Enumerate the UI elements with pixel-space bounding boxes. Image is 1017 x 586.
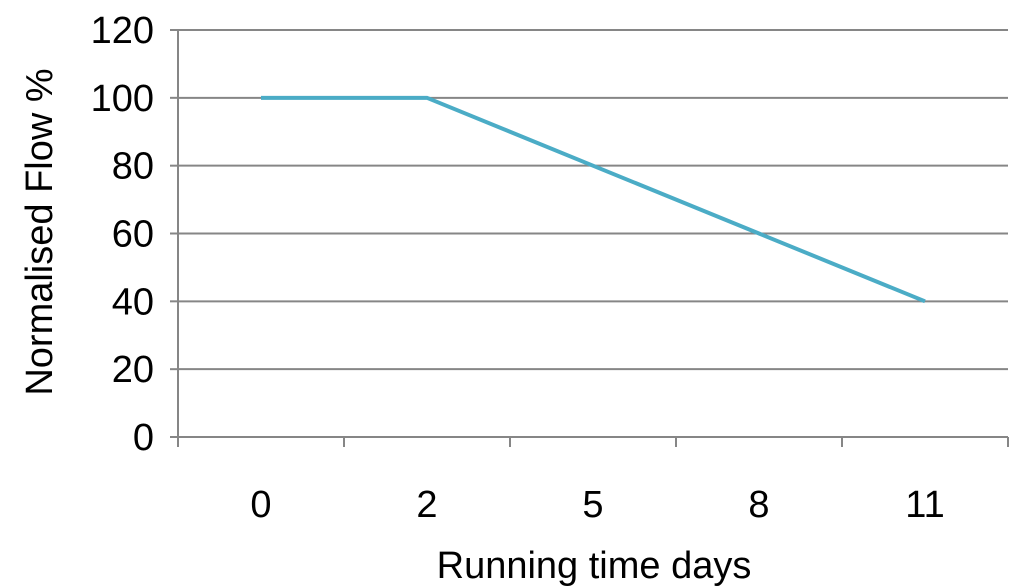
x-tick-label-0: 0 (250, 484, 271, 526)
y-tick-label-120: 120 (91, 10, 154, 52)
x-axis-title: Running time days (437, 545, 752, 586)
y-axis-title: Normalised Flow % (19, 68, 61, 395)
axes (170, 29, 1009, 447)
x-tick-label-8: 8 (748, 484, 769, 526)
y-tick-labels: 0 20 40 60 80 100 120 (91, 10, 154, 459)
y-tick-label-100: 100 (91, 78, 154, 120)
x-tick-label-5: 5 (582, 484, 603, 526)
gridlines (178, 29, 1008, 371)
x-tick-label-2: 2 (416, 484, 437, 526)
x-tick-label-11: 11 (905, 484, 944, 526)
series-line-0 (261, 95, 926, 304)
y-tick-label-20: 20 (112, 349, 154, 391)
x-tick-labels: 0 2 5 8 11 (250, 484, 944, 526)
y-tick-label-0: 0 (133, 417, 154, 459)
series-layer (261, 95, 926, 304)
y-tick-label-80: 80 (112, 146, 154, 188)
y-tick-label-60: 60 (112, 214, 154, 256)
y-tick-label-40: 40 (112, 281, 154, 323)
